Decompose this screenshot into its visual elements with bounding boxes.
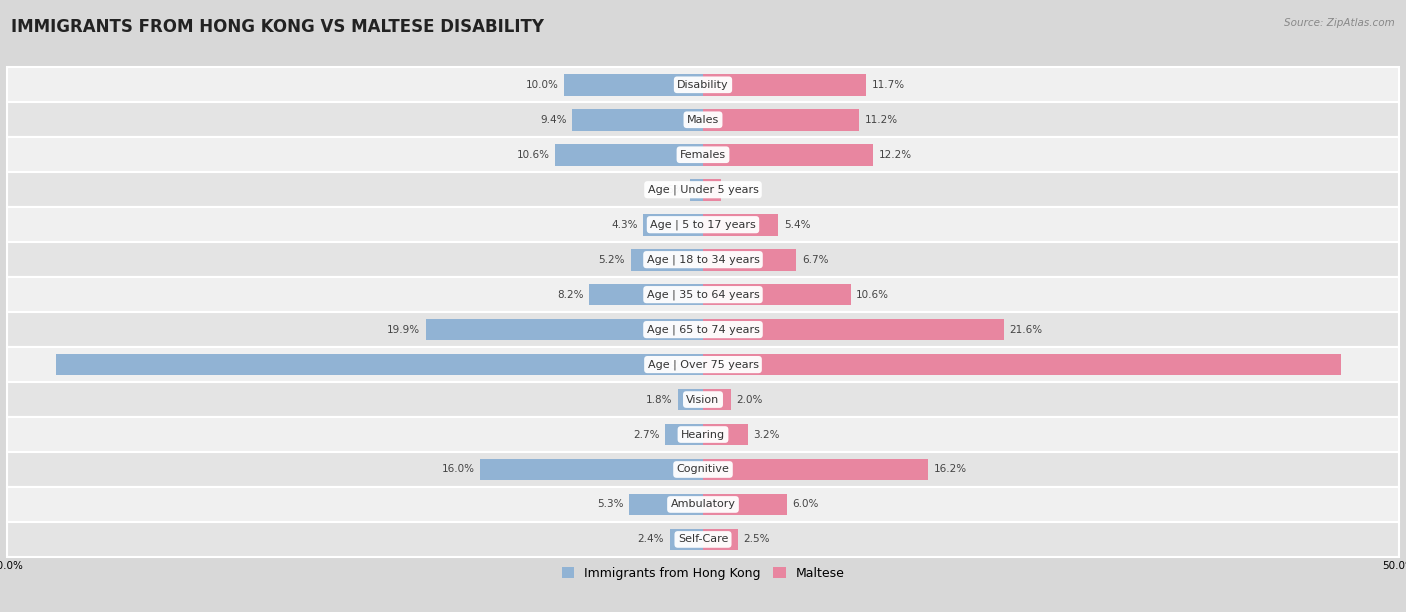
- Bar: [564, 74, 703, 95]
- Text: 9.4%: 9.4%: [540, 115, 567, 125]
- Text: 6.7%: 6.7%: [801, 255, 828, 264]
- Bar: [7, 452, 1399, 487]
- Bar: [7, 242, 1399, 277]
- Text: Disability: Disability: [678, 80, 728, 90]
- Bar: [703, 109, 859, 130]
- Text: 5.4%: 5.4%: [783, 220, 810, 230]
- Bar: [703, 179, 721, 201]
- Text: Age | 65 to 74 years: Age | 65 to 74 years: [647, 324, 759, 335]
- Text: Age | 5 to 17 years: Age | 5 to 17 years: [650, 220, 756, 230]
- Text: Age | 35 to 64 years: Age | 35 to 64 years: [647, 289, 759, 300]
- Text: 5.2%: 5.2%: [599, 255, 626, 264]
- Bar: [572, 109, 703, 130]
- Bar: [7, 207, 1399, 242]
- Bar: [703, 144, 873, 166]
- Text: 16.0%: 16.0%: [441, 465, 475, 474]
- Bar: [7, 277, 1399, 312]
- Bar: [703, 319, 1004, 340]
- Text: Age | 18 to 34 years: Age | 18 to 34 years: [647, 255, 759, 265]
- Text: 10.6%: 10.6%: [856, 289, 889, 300]
- Bar: [703, 424, 748, 446]
- Bar: [56, 354, 703, 375]
- Bar: [7, 172, 1399, 207]
- Text: Males: Males: [688, 115, 718, 125]
- Text: IMMIGRANTS FROM HONG KONG VS MALTESE DISABILITY: IMMIGRANTS FROM HONG KONG VS MALTESE DIS…: [11, 18, 544, 36]
- Text: 1.3%: 1.3%: [727, 185, 754, 195]
- Bar: [7, 522, 1399, 557]
- Bar: [703, 389, 731, 411]
- Bar: [690, 179, 703, 201]
- Bar: [7, 102, 1399, 137]
- Bar: [7, 487, 1399, 522]
- Text: Self-Care: Self-Care: [678, 534, 728, 545]
- Bar: [7, 312, 1399, 347]
- Bar: [703, 354, 1340, 375]
- Text: 2.0%: 2.0%: [737, 395, 763, 405]
- Text: 19.9%: 19.9%: [387, 324, 420, 335]
- Text: Age | Under 5 years: Age | Under 5 years: [648, 184, 758, 195]
- Bar: [643, 214, 703, 236]
- Bar: [7, 137, 1399, 172]
- Text: 5.3%: 5.3%: [598, 499, 624, 509]
- Bar: [703, 214, 778, 236]
- Bar: [7, 67, 1399, 102]
- Text: 2.7%: 2.7%: [633, 430, 659, 439]
- Text: Source: ZipAtlas.com: Source: ZipAtlas.com: [1284, 18, 1395, 28]
- Text: Vision: Vision: [686, 395, 720, 405]
- Bar: [630, 494, 703, 515]
- Text: 11.2%: 11.2%: [865, 115, 897, 125]
- Text: 11.7%: 11.7%: [872, 80, 904, 90]
- Bar: [703, 458, 928, 480]
- Text: 3.2%: 3.2%: [754, 430, 779, 439]
- Bar: [426, 319, 703, 340]
- Bar: [703, 494, 786, 515]
- Bar: [481, 458, 703, 480]
- Bar: [703, 529, 738, 550]
- Text: 0.95%: 0.95%: [651, 185, 685, 195]
- Bar: [7, 347, 1399, 382]
- Text: 10.0%: 10.0%: [526, 80, 558, 90]
- Text: Ambulatory: Ambulatory: [671, 499, 735, 509]
- Text: Females: Females: [681, 150, 725, 160]
- Text: 46.5%: 46.5%: [652, 360, 689, 370]
- Bar: [703, 284, 851, 305]
- Text: 16.2%: 16.2%: [934, 465, 967, 474]
- Bar: [7, 417, 1399, 452]
- Bar: [665, 424, 703, 446]
- Text: 6.0%: 6.0%: [792, 499, 818, 509]
- Text: 45.8%: 45.8%: [717, 360, 754, 370]
- Bar: [555, 144, 703, 166]
- Text: Hearing: Hearing: [681, 430, 725, 439]
- Text: 2.5%: 2.5%: [744, 534, 770, 545]
- Text: 21.6%: 21.6%: [1010, 324, 1042, 335]
- Bar: [669, 529, 703, 550]
- Bar: [703, 74, 866, 95]
- Text: Cognitive: Cognitive: [676, 465, 730, 474]
- Bar: [589, 284, 703, 305]
- Bar: [7, 382, 1399, 417]
- Text: Age | Over 75 years: Age | Over 75 years: [648, 359, 758, 370]
- Text: 4.3%: 4.3%: [612, 220, 637, 230]
- Bar: [678, 389, 703, 411]
- Text: 2.4%: 2.4%: [637, 534, 664, 545]
- Bar: [703, 249, 796, 271]
- Text: 8.2%: 8.2%: [557, 289, 583, 300]
- Text: 10.6%: 10.6%: [517, 150, 550, 160]
- Bar: [631, 249, 703, 271]
- Text: 12.2%: 12.2%: [879, 150, 911, 160]
- Legend: Immigrants from Hong Kong, Maltese: Immigrants from Hong Kong, Maltese: [557, 562, 849, 585]
- Text: 1.8%: 1.8%: [645, 395, 672, 405]
